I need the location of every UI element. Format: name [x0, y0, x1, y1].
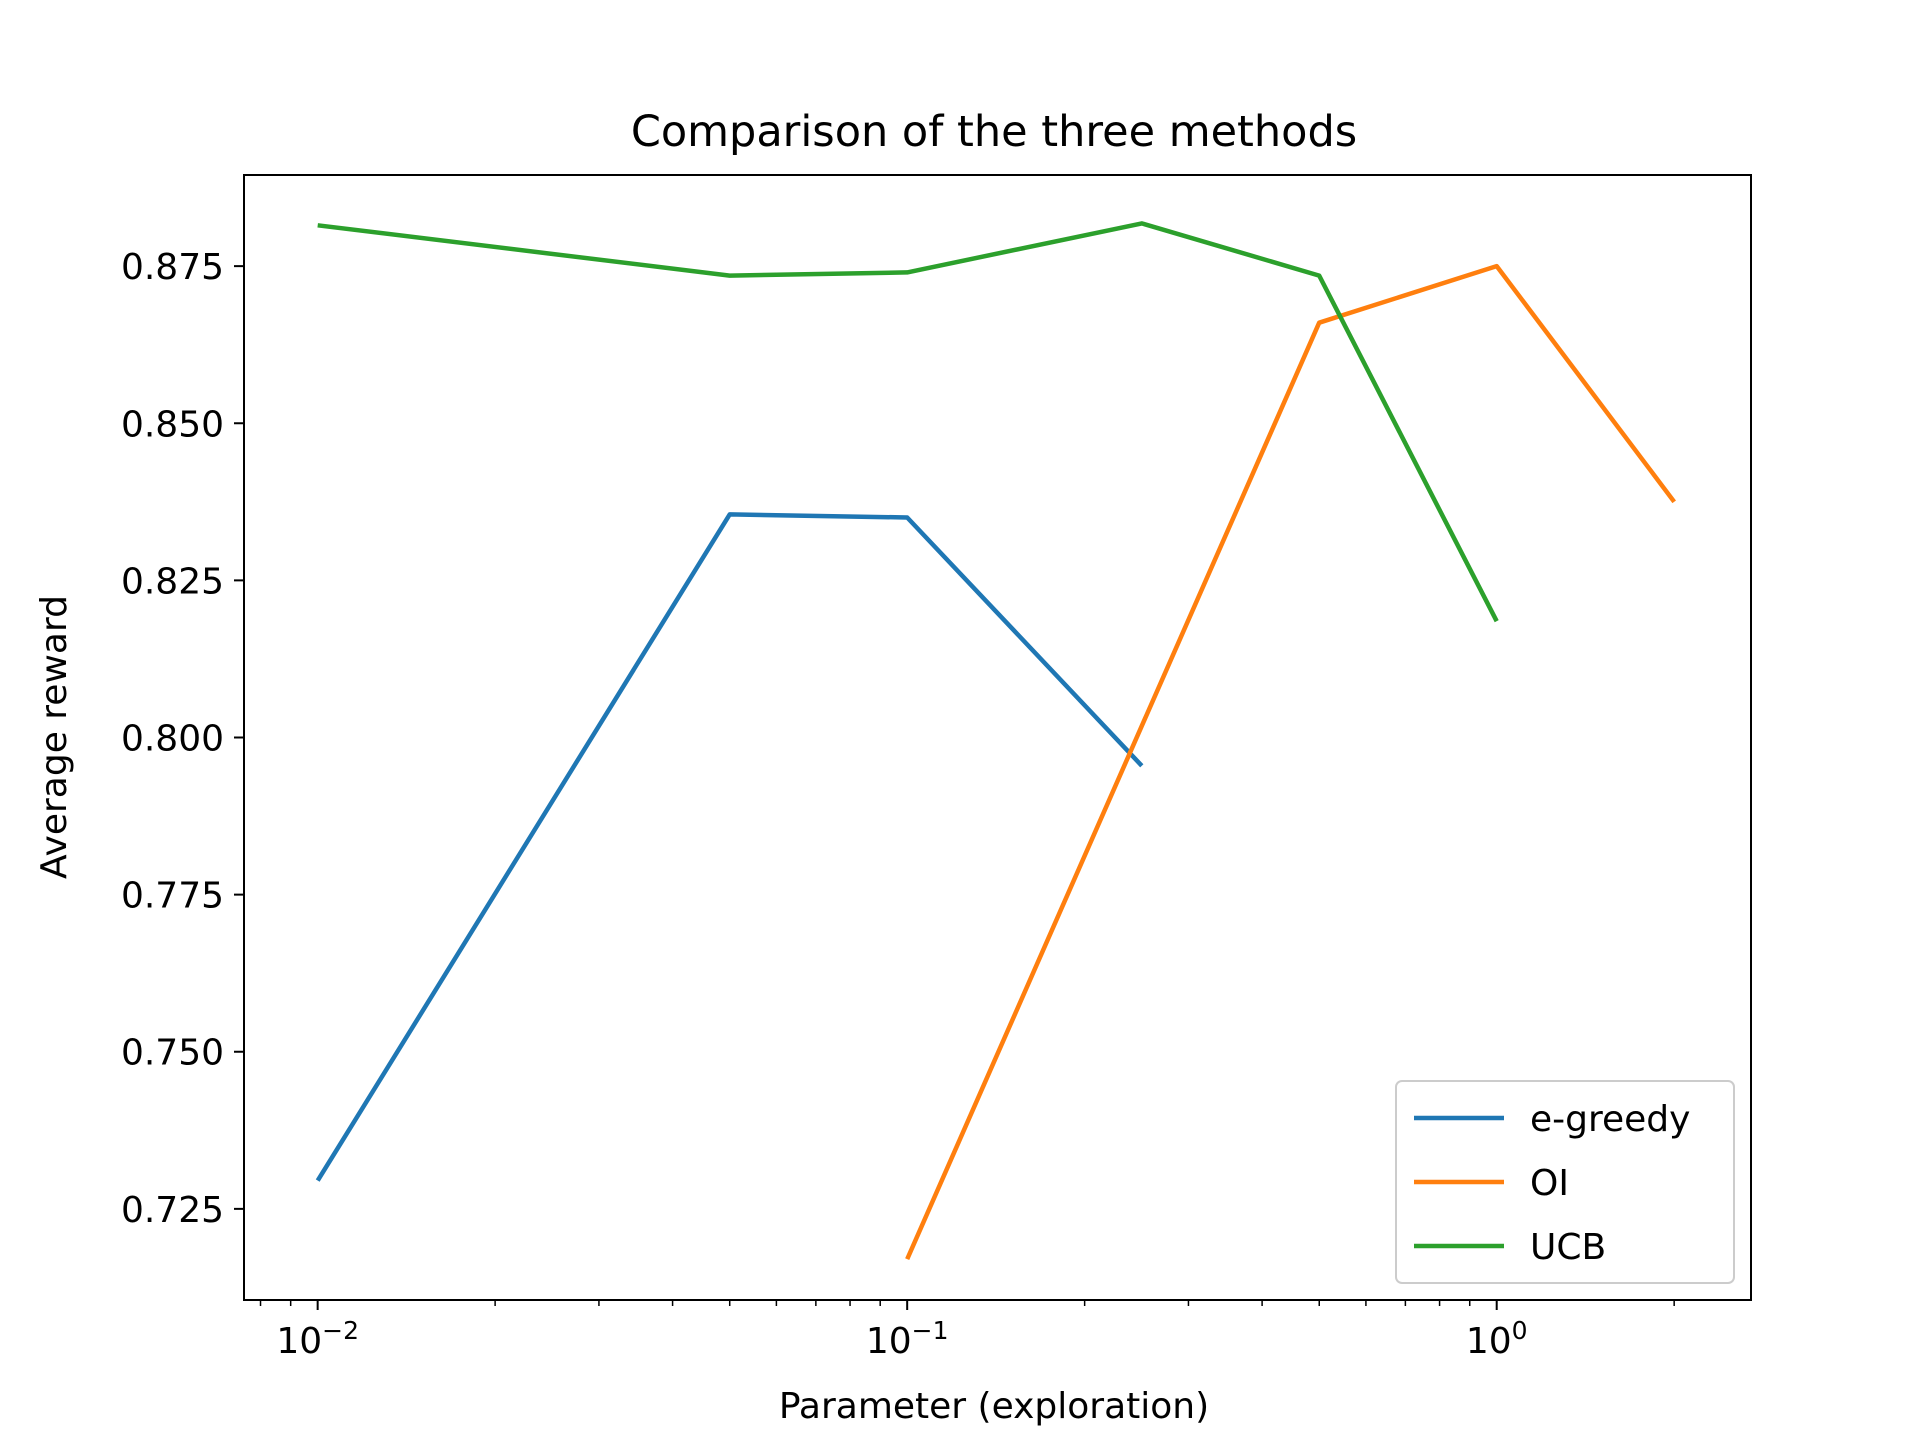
- y-tick-label: 0.825: [121, 561, 224, 602]
- y-tick-label: 0.800: [121, 719, 224, 760]
- series-line-ucb: [317, 221, 1499, 623]
- legend-label: UCB: [1530, 1227, 1606, 1268]
- series-line-e-greedy: [315, 512, 1144, 1182]
- legend-label: OI: [1530, 1163, 1569, 1204]
- x-tick-label: 100: [1466, 1316, 1528, 1362]
- y-tick-label: 0.725: [121, 1190, 224, 1231]
- chart-title: Comparison of the three methods: [631, 107, 1357, 157]
- y-axis: 0.725 0.750 0.775 0.800 0.825 0.850 0.875: [121, 247, 244, 1231]
- y-tick-label: 0.750: [121, 1033, 224, 1074]
- series-line-oi: [905, 263, 1676, 1261]
- x-axis: 10−2 10−1 100: [259, 1300, 1675, 1362]
- x-tick-label: 10−2: [276, 1316, 359, 1362]
- y-tick-label: 0.850: [121, 404, 224, 445]
- x-tick-label: 10−1: [866, 1316, 949, 1362]
- y-axis-label: Average reward: [34, 595, 75, 879]
- legend-label: e-greedy: [1530, 1099, 1690, 1140]
- y-tick-label: 0.875: [121, 247, 224, 288]
- x-axis-label: Parameter (exploration): [779, 1386, 1209, 1427]
- plot-area: [315, 221, 1676, 1261]
- y-tick-label: 0.775: [121, 876, 224, 917]
- legend-box: [1395, 1080, 1735, 1284]
- legend: e-greedy OI UCB: [1395, 1080, 1735, 1284]
